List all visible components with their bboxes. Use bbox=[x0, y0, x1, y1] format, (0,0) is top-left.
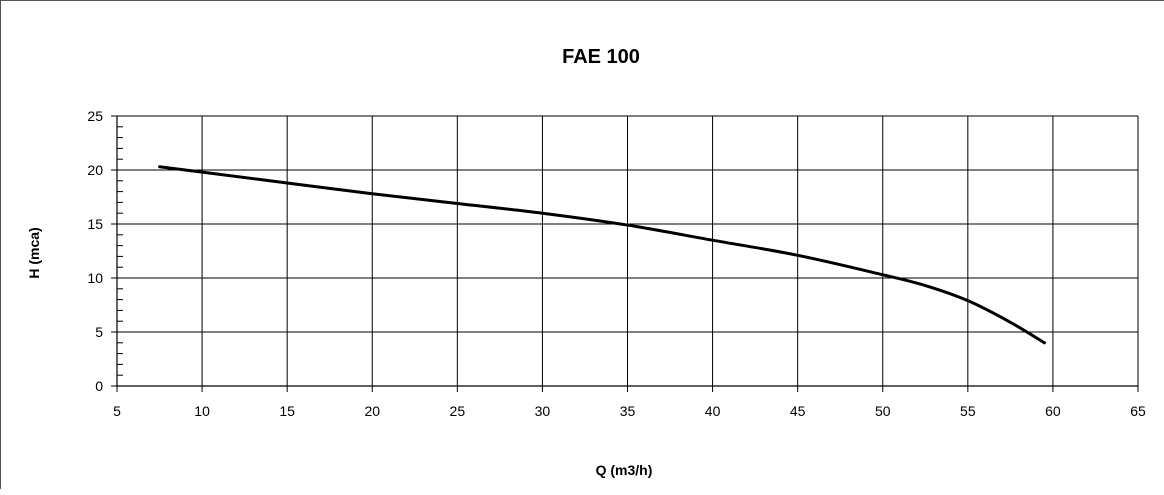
x-tick-label: 50 bbox=[875, 403, 891, 419]
x-tick-label: 40 bbox=[705, 403, 721, 419]
x-tick-label: 60 bbox=[1045, 403, 1061, 419]
y-tick-label: 20 bbox=[87, 162, 103, 178]
y-tick-label: 0 bbox=[95, 378, 103, 394]
x-tick-label: 15 bbox=[279, 403, 295, 419]
x-tick-label: 35 bbox=[620, 403, 636, 419]
x-tick-label: 45 bbox=[790, 403, 806, 419]
x-tick-label: 25 bbox=[450, 403, 466, 419]
x-tick-label: 55 bbox=[960, 403, 976, 419]
series-layer bbox=[158, 165, 1046, 345]
axes bbox=[111, 115, 1139, 392]
chart-title: FAE 100 bbox=[562, 46, 640, 68]
x-tick-label: 10 bbox=[194, 403, 210, 419]
y-tick-label: 5 bbox=[95, 324, 103, 340]
y-tick-label: 10 bbox=[87, 270, 103, 286]
x-tick-label: 30 bbox=[535, 403, 551, 419]
y-tick-label: 15 bbox=[87, 216, 103, 232]
x-tick-label: 65 bbox=[1130, 403, 1146, 419]
x-tick-label: 20 bbox=[364, 403, 380, 419]
x-axis-label: Q (m3/h) bbox=[596, 462, 653, 478]
x-tick-label: 5 bbox=[113, 403, 121, 419]
y-tick-label: 25 bbox=[87, 108, 103, 124]
y-axis-label: H (mca) bbox=[26, 227, 42, 278]
grid bbox=[117, 115, 1139, 386]
series-line bbox=[158, 165, 1046, 345]
